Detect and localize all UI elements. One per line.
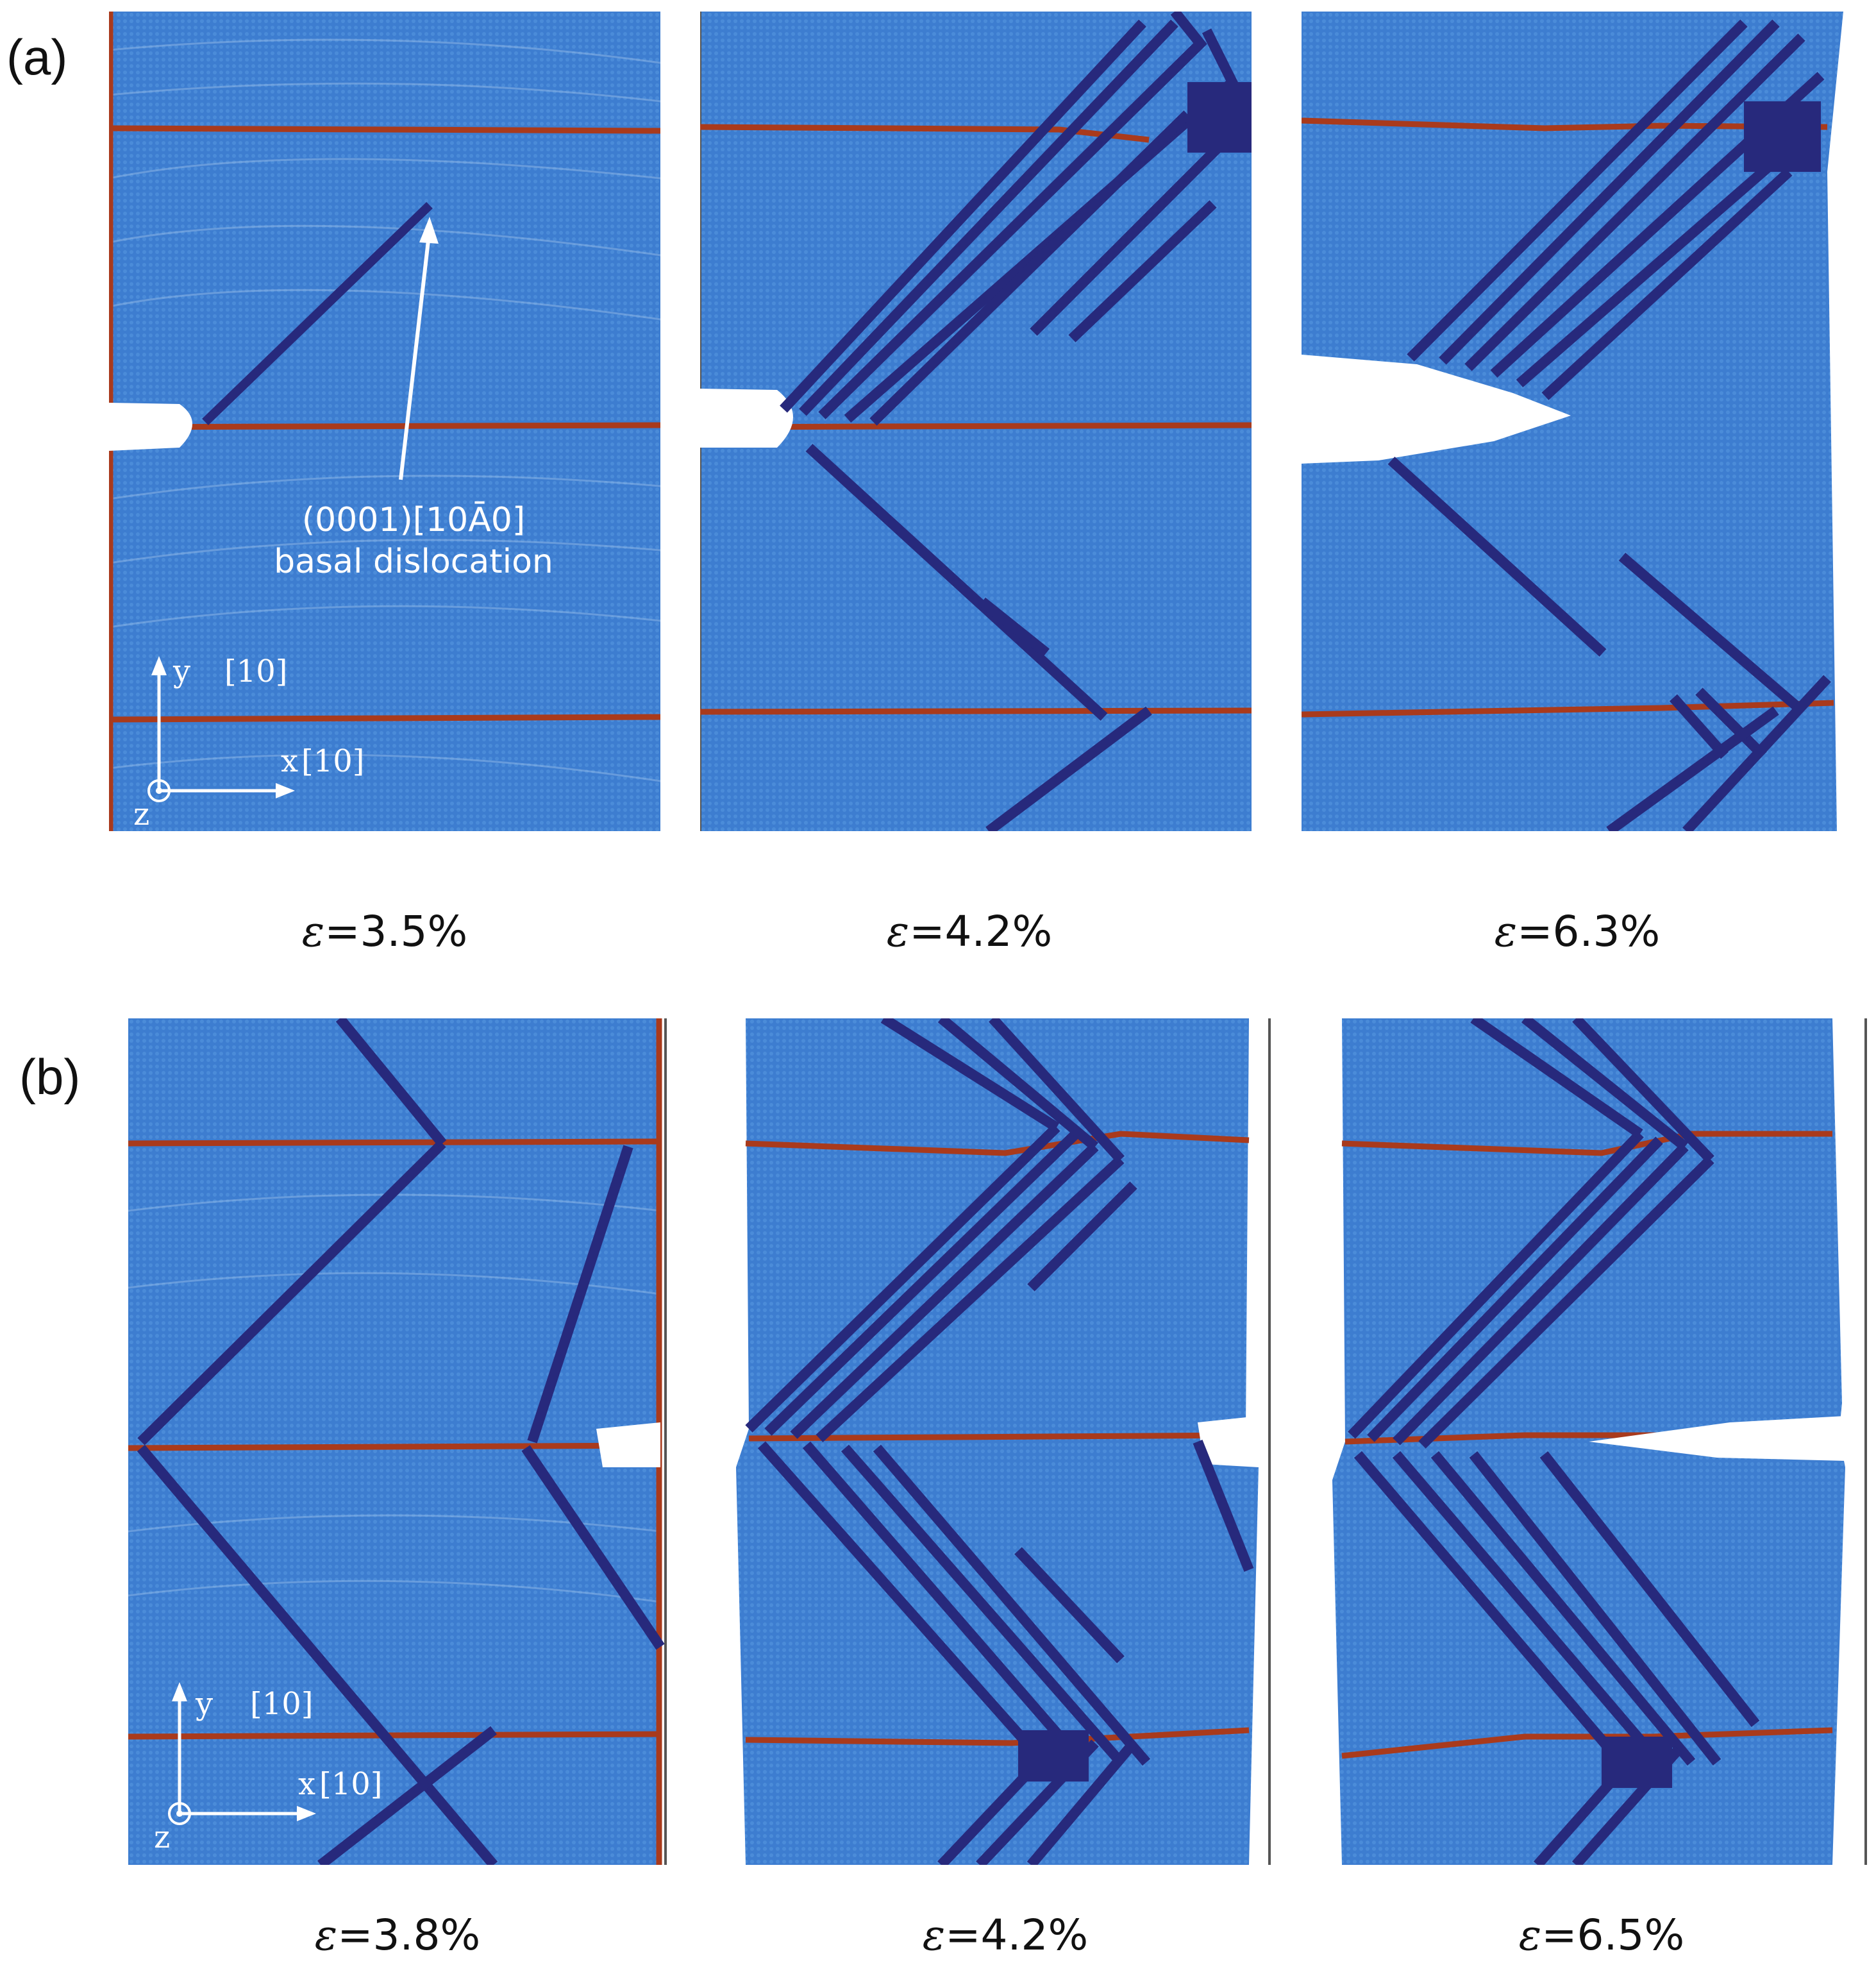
- panel-b2: [736, 1018, 1275, 1865]
- crack: [109, 403, 192, 451]
- caption-a3: ε=6.3%: [1385, 911, 1770, 953]
- caption-b3: ε=6.5%: [1409, 1914, 1794, 1957]
- panel-b3: [1332, 1018, 1871, 1865]
- panel-a1: (0001)[10Ā0] basal dislocation y [10] x…: [109, 12, 660, 831]
- caption-b2: ε=4.2%: [813, 1914, 1198, 1957]
- panel-label-a: (a): [6, 32, 67, 82]
- x-axis-label: x: [281, 743, 298, 779]
- annotation-line2: basal dislocation: [274, 543, 553, 581]
- x-axis-direction-b: [10]: [319, 1766, 383, 1802]
- annotation-line1: (0001)[10Ā0]: [302, 501, 525, 539]
- z-axis-label-b: z: [154, 1819, 170, 1855]
- caption-b1: ε=3.8%: [205, 1914, 590, 1957]
- z-axis-label: z: [133, 796, 149, 831]
- x-axis-direction: [10]: [301, 743, 365, 779]
- y-axis-direction-b: [10]: [250, 1686, 314, 1722]
- panel-a2: [700, 12, 1252, 831]
- y-axis-label-b: y: [195, 1686, 213, 1722]
- caption-a2: ε=4.2%: [777, 911, 1162, 953]
- panel-a3: [1302, 12, 1866, 831]
- panel-label-b: (b): [19, 1052, 80, 1102]
- y-axis-direction: [10]: [224, 653, 288, 689]
- x-axis-label-b: x: [298, 1766, 315, 1802]
- caption-a1: ε=3.5%: [192, 911, 577, 953]
- panel-b1: y [10] x [10] z: [128, 1018, 673, 1865]
- y-axis-label: y: [172, 653, 190, 689]
